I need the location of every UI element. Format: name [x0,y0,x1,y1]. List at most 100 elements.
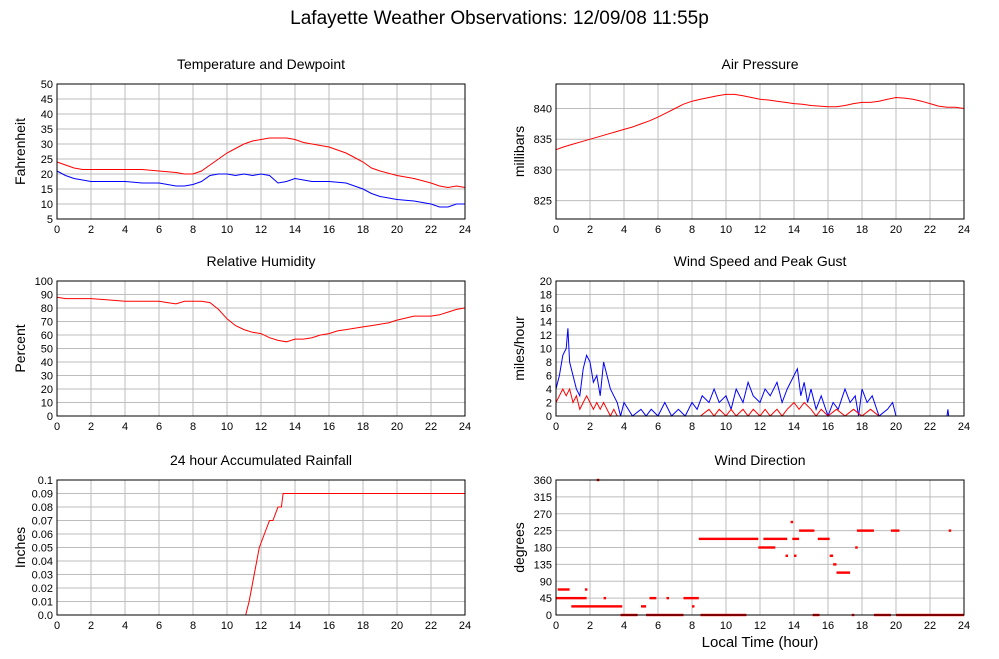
x-tick-label: 8 [689,620,695,632]
direction-point [799,529,815,532]
series-line-0 [56,296,466,343]
x-tick-label: 12 [255,224,267,236]
y-tick-label: 45 [540,593,552,605]
y-tick-label: 360 [534,475,552,487]
direction-point [855,546,858,549]
x-tick-label: 0 [553,620,559,632]
x-tick-label: 6 [655,620,661,632]
y-tick-label: 0.05 [32,543,53,555]
x-tick-label: 18 [856,224,868,236]
x-tick-label: 18 [856,421,868,433]
y-tick-label: 15 [41,184,53,196]
direction-point [571,605,623,608]
direction-point [763,537,788,541]
x-tick-label: 2 [587,224,593,236]
y-tick-label: 0.1 [38,475,53,487]
y-tick-label: 80 [41,303,53,315]
direction-point [603,596,607,600]
direction-point [794,554,797,557]
y-tick-label: 0 [47,411,53,423]
direction-point [790,520,794,524]
x-tick-label: 4 [621,620,627,632]
y-tick-label: 90 [41,290,53,302]
y-tick-label: 0.08 [32,502,53,514]
x-tick-label: 6 [156,224,162,236]
x-tick-label: 18 [357,620,369,632]
x-tick-label: 14 [289,421,301,433]
y-tick-label: 270 [534,509,552,521]
x-tick-label: 14 [788,620,800,632]
chart-rain: 0 2 4 6 8 10 12 14 16 18 20 22 240.00.010.020.030.04… [12,452,471,632]
y-tick-label: 225 [534,526,552,538]
x-tick-label: 24 [459,620,471,632]
chart-humidity: 0 2 4 6 8 10 12 14 16 18 20 22 240102030405060708090… [12,253,471,433]
x-tick-label: 20 [391,421,403,433]
y-tick-label: 10 [41,199,53,211]
series-line-0 [57,493,465,616]
x-tick-label: 10 [720,224,732,236]
direction-point [692,605,695,608]
x-tick-label: 12 [754,421,766,433]
y-tick-label: 0.06 [32,529,53,541]
x-tick-label: 16 [822,421,834,433]
y-tick-label: 30 [41,371,53,383]
y-tick-label: 180 [534,543,552,555]
y-tick-label: 50 [41,79,53,91]
x-tick-label: 2 [587,421,593,433]
y-tick-label: 90 [540,576,552,588]
x-tick-label: 14 [788,421,800,433]
x-tick-label: 2 [587,620,593,632]
direction-point [785,554,788,557]
direction-point [683,596,699,600]
x-tick-label: 24 [958,224,970,236]
x-tick-label: 6 [655,224,661,236]
x-tick-label: 20 [890,224,902,236]
chart-title: Relative Humidity [207,253,316,269]
chart-title: Wind Speed and Peak Gust [674,253,847,269]
y-tick-label: 35 [41,124,53,136]
direction-point [758,546,776,549]
x-tick-label: 6 [156,620,162,632]
y-tick-label: 45 [41,94,53,106]
y-tick-label: 0.03 [32,570,53,582]
y-tick-label: 14 [540,317,552,329]
y-tick-label: 0 [546,610,552,622]
y-axis-label: Fahrenheit [12,118,28,185]
x-tick-label: 10 [221,620,233,632]
x-tick-label: 22 [924,620,936,632]
x-tick-label: 18 [357,421,369,433]
series-line-0 [555,328,964,418]
y-tick-label: 12 [540,330,552,342]
y-tick-label: 0.09 [32,489,53,501]
x-tick-label: 6 [655,421,661,433]
x-tick-label: 20 [391,224,403,236]
y-tick-label: 0.07 [32,516,53,528]
x-tick-label: 4 [621,421,627,433]
y-tick-label: 825 [534,196,552,208]
y-tick-label: 830 [534,165,552,177]
chart-direction: 0 2 4 6 8 10 12 14 16 18 20 22 240459013518022527031… [511,452,970,632]
y-tick-label: 70 [41,317,53,329]
plot-frame [56,83,466,220]
x-tick-label: 0 [54,620,60,632]
x-tick-label: 20 [890,421,902,433]
direction-point [948,529,952,532]
direction-point [556,596,587,600]
y-tick-label: 40 [41,357,53,369]
direction-point [584,588,588,591]
x-tick-label: 22 [425,421,437,433]
direction-point [836,571,851,574]
x-tick-label: 2 [88,224,94,236]
page-title: Lafayette Weather Observations: 12/09/08… [290,8,709,29]
x-tick-label: 12 [255,421,267,433]
y-tick-label: 0 [546,411,552,423]
x-tick-label: 4 [621,224,627,236]
x-tick-label: 12 [255,620,267,632]
x-tick-label: 10 [221,421,233,433]
y-tick-label: 840 [534,104,552,116]
y-tick-label: 315 [534,492,552,504]
y-tick-label: 2 [546,398,552,410]
chart-temp: 0 2 4 6 8 10 12 14 16 18 20 22 245101520253035404550… [12,56,471,236]
